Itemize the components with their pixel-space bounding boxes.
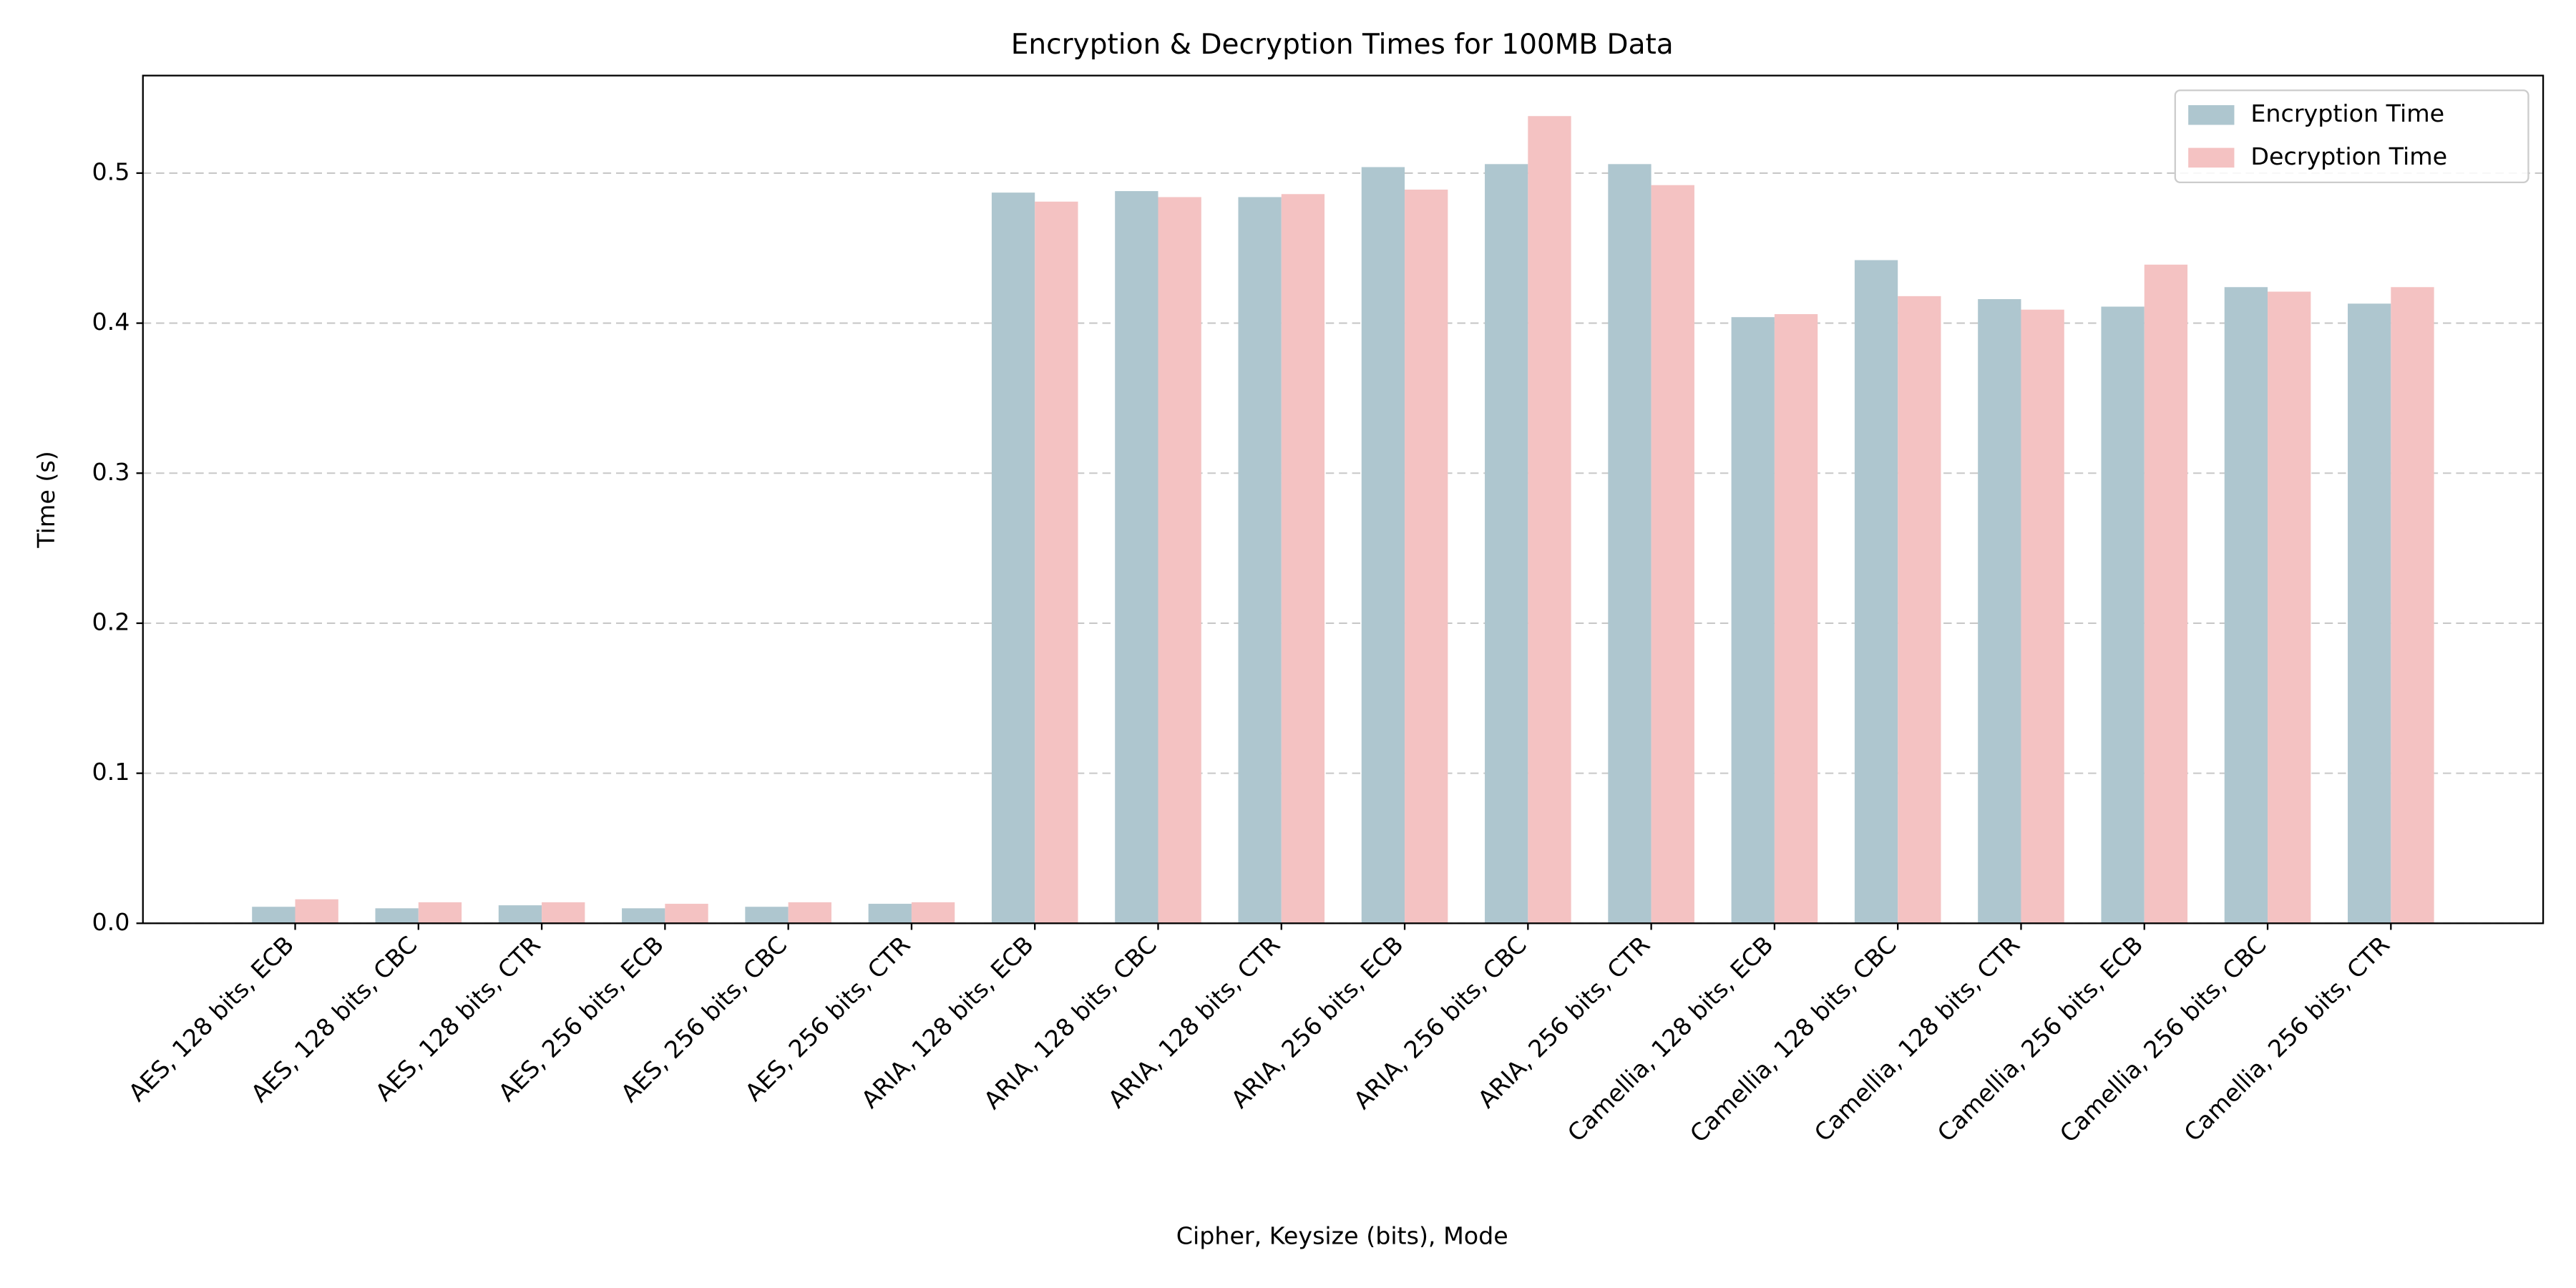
bar [2348,303,2391,924]
bar [418,902,462,924]
x-tick-label: Camellia, 128 bits, CTR [1809,931,2025,1147]
bar [498,905,542,924]
bar [911,902,955,924]
bar [1281,194,1325,924]
bar [1731,317,1775,924]
bar [2224,287,2268,924]
bar [1528,116,1571,924]
bar [1898,296,1941,924]
x-tick-label: Camellia, 128 bits, CBC [1684,931,1902,1148]
y-tick-label: 0.5 [92,157,130,185]
bar [1774,314,1818,924]
y-tick-label: 0.2 [92,608,130,635]
legend-swatch [2188,147,2235,168]
legend-label: Encryption Time [2250,99,2444,127]
bar [2101,306,2145,924]
bar [295,899,338,924]
bar [1854,260,1898,924]
y-tick-label: 0.1 [92,758,130,786]
legend-box [2174,89,2529,183]
bar [991,192,1035,924]
bar [1608,164,1652,924]
bar [1035,201,1078,924]
bar [868,904,912,924]
y-tick-label: 0.4 [92,308,130,336]
x-tick-label: Camellia, 128 bits, ECB [1562,931,1779,1148]
legend-swatch [2188,104,2235,125]
bar [252,907,296,924]
bar [2391,287,2434,924]
bar [1405,189,1448,924]
bar [1115,191,1158,924]
bar [2021,309,2064,924]
bar [2268,291,2311,924]
bar [1651,185,1694,924]
y-tick-label: 0.0 [92,908,130,936]
chart-title: Encryption & Decryption Times for 100MB … [1011,29,1674,61]
bar [622,908,665,924]
legend-label: Decryption Time [2250,142,2447,170]
plot-frame [142,74,2545,924]
bar [1361,167,1405,924]
bar [1485,164,1528,924]
x-axis-label: Cipher, Keysize (bits), Mode [1176,1221,1508,1249]
bar [542,902,585,924]
x-tick-label: Camellia, 256 bits, CBC [2054,931,2272,1148]
bar [1238,197,1282,924]
bar [788,902,831,924]
bar [375,908,419,924]
x-tick-label: Camellia, 256 bits, CTR [2179,931,2395,1147]
y-tick-label: 0.3 [92,458,130,486]
bar [1158,197,1201,924]
bar [1978,299,2021,924]
bar [2144,264,2188,924]
bar [665,904,708,924]
bar [745,907,789,924]
x-tick-label: Camellia, 256 bits, ECB [1932,931,2149,1148]
y-axis-label: Time (s) [32,451,60,548]
